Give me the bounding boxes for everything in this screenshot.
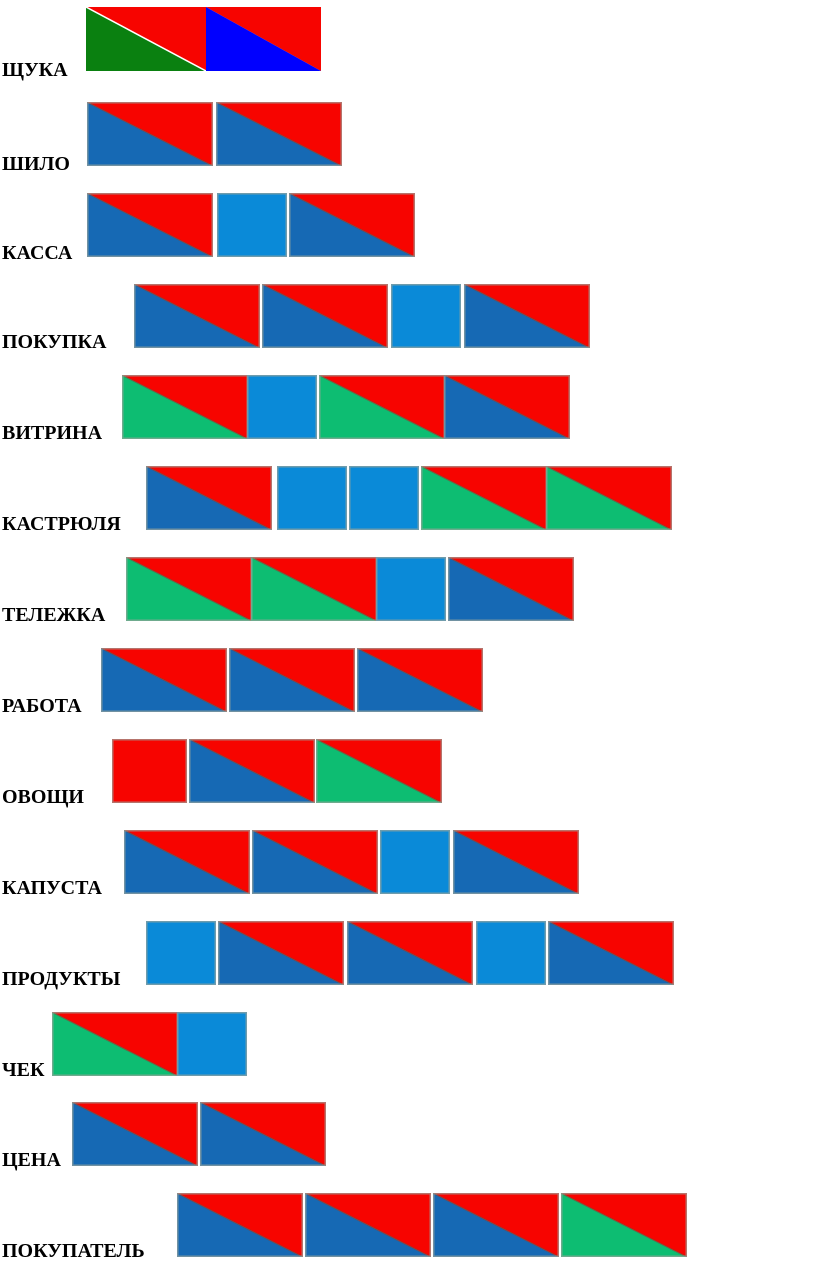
syllable-block-hard-legend <box>86 7 206 71</box>
syllable-block-soft-legend <box>206 7 321 71</box>
syllable-block-soft <box>316 739 442 803</box>
syllable-block-hard <box>177 1193 303 1257</box>
word-label: ВИТРИНА <box>2 422 103 444</box>
word-label: КАССА <box>2 242 73 264</box>
syllable-block-vowel <box>146 921 216 985</box>
syllable-block-hard <box>252 830 378 894</box>
syllable-block-hard <box>464 284 590 348</box>
word-label: КАСТРЮЛЯ <box>2 513 121 535</box>
syllable-block-hard <box>357 648 483 712</box>
syllable-block-hard <box>548 921 674 985</box>
syllable-block-hard <box>200 1102 326 1166</box>
syllable-block-vowel <box>247 375 317 439</box>
syllable-block-hard <box>444 375 570 439</box>
syllable-block-hard <box>448 557 574 621</box>
syllable-block-hard <box>218 921 344 985</box>
syllable-block-soft <box>421 466 547 530</box>
word-label: ПОКУПАТЕЛЬ <box>2 1240 145 1262</box>
syllable-block-soft <box>251 557 377 621</box>
syllable-block-hard <box>134 284 260 348</box>
word-label: ЦЕНА <box>2 1149 61 1171</box>
word-label: ТЕЛЕЖКА <box>2 604 106 626</box>
word-label: ЧЕК <box>2 1059 45 1081</box>
syllable-block-hard <box>289 193 415 257</box>
syllable-block-hard <box>87 102 213 166</box>
syllable-block-soft <box>546 466 672 530</box>
word-label: ПРОДУКТЫ <box>2 968 121 990</box>
syllable-block-vowel <box>391 284 461 348</box>
syllable-block-vowel <box>277 466 347 530</box>
word-label: КАПУСТА <box>2 877 102 899</box>
syllable-block-hard <box>101 648 227 712</box>
syllable-block-hard <box>124 830 250 894</box>
syllable-block-soft <box>52 1012 178 1076</box>
syllable-block-red <box>112 739 187 803</box>
syllable-block-vowel <box>177 1012 247 1076</box>
syllable-block-hard <box>189 739 315 803</box>
syllable-block-hard <box>262 284 388 348</box>
word-label: РАБОТА <box>2 695 82 717</box>
syllable-block-soft <box>319 375 445 439</box>
word-label: ПОКУПКА <box>2 331 107 353</box>
syllable-block-vowel <box>376 557 446 621</box>
syllable-block-hard <box>305 1193 431 1257</box>
syllable-block-vowel <box>476 921 546 985</box>
syllable-block-soft <box>122 375 248 439</box>
syllable-block-vowel <box>217 193 287 257</box>
syllable-block-vowel <box>380 830 450 894</box>
syllable-block-hard <box>87 193 213 257</box>
syllable-block-vowel <box>349 466 419 530</box>
syllable-block-hard <box>72 1102 198 1166</box>
syllable-block-hard <box>433 1193 559 1257</box>
syllable-block-hard <box>453 830 579 894</box>
syllable-block-hard <box>216 102 342 166</box>
syllable-block-hard <box>347 921 473 985</box>
word-label: ШИЛО <box>2 153 70 175</box>
syllable-block-hard <box>229 648 355 712</box>
syllable-block-soft <box>561 1193 687 1257</box>
word-label: ЩУКА <box>2 59 68 81</box>
syllable-block-hard <box>146 466 272 530</box>
syllable-block-soft <box>126 557 252 621</box>
word-label: ОВОЩИ <box>2 786 84 808</box>
